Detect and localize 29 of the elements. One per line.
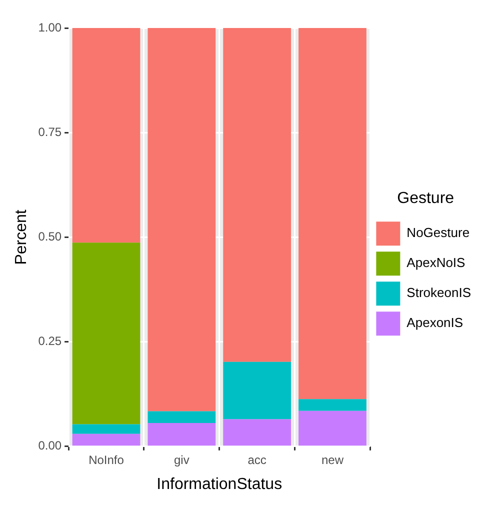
legend-label: ApexNoIS (406, 255, 466, 270)
y-tick-label: 0.75 (38, 124, 62, 139)
bar (72, 28, 140, 243)
y-tick-label: 0.25 (38, 334, 62, 348)
bar (223, 28, 292, 362)
legend-label: ApexonIS (406, 315, 464, 330)
bar (298, 399, 366, 411)
legend-title: Gesture (397, 190, 454, 207)
bar (298, 28, 366, 400)
bar (72, 424, 140, 434)
bar (148, 411, 216, 423)
bar (298, 410, 366, 446)
x-tick-label: acc (248, 452, 266, 467)
bar (223, 419, 292, 446)
bar (148, 422, 216, 446)
x-tick-label: NoInfo (88, 452, 124, 467)
x-axis-title: InformationStatus (156, 476, 282, 493)
x-tick-label: new (321, 452, 344, 467)
x-tick-label: giv (174, 452, 190, 467)
bar (148, 28, 216, 412)
y-tick-label: 0.00 (38, 438, 62, 453)
y-tick-label: 1.00 (38, 20, 62, 34)
bar (72, 242, 140, 424)
bar (72, 434, 140, 446)
y-tick-label: 0.50 (38, 230, 62, 244)
legend-label: StrokeonIS (406, 285, 472, 300)
bar (223, 362, 292, 420)
y-axis-title: Percent (13, 209, 30, 265)
legend-label: NoGesture (406, 225, 470, 240)
